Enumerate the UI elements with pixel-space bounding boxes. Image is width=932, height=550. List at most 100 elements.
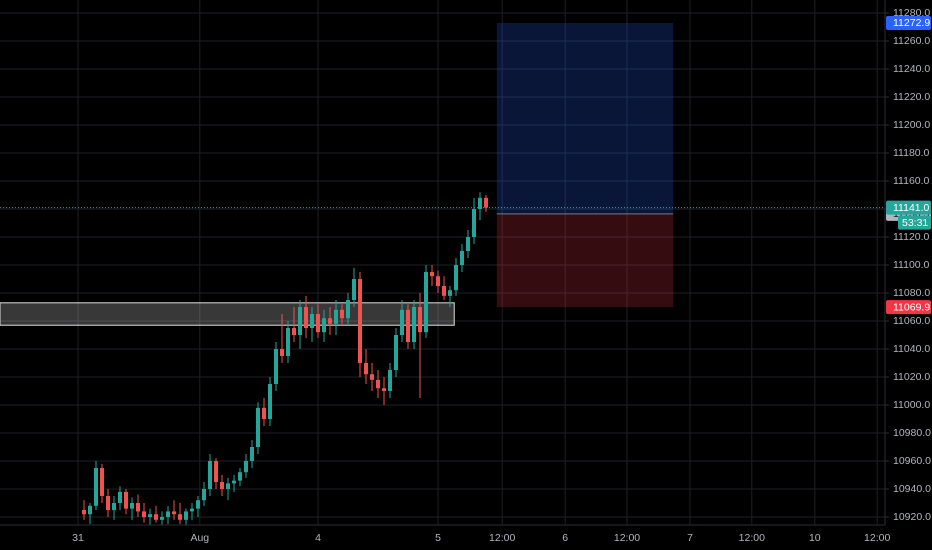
x-tick-label: 12:00 [614, 532, 640, 544]
candle-body [130, 503, 134, 509]
y-tick-label: 10960.0 [893, 455, 931, 467]
y-tick-label: 10940.0 [893, 483, 931, 495]
candle-body [418, 307, 422, 333]
candle-body [178, 514, 182, 520]
candle-body [94, 468, 98, 506]
y-tick-label: 11040.0 [893, 343, 930, 355]
candle-body [238, 472, 242, 481]
candle-body [142, 511, 146, 518]
candle-body [196, 500, 200, 509]
y-tick-label: 11240.0 [893, 63, 930, 75]
price-label: 11141.0 [893, 202, 930, 214]
x-tick-label: 7 [687, 532, 693, 544]
price-label: 11069.9 [893, 301, 930, 313]
candle-body [358, 279, 362, 364]
candle-body [172, 511, 176, 515]
candle-body [202, 489, 206, 501]
candle-body [226, 483, 230, 490]
candles [82, 192, 488, 526]
candle-body [436, 276, 440, 287]
candle-body [184, 511, 188, 520]
x-tick-label: 31 [72, 532, 84, 544]
x-tick-label: 5 [435, 532, 441, 544]
candle-body [262, 407, 266, 420]
candle-body [82, 510, 86, 515]
candle-body [220, 482, 224, 490]
countdown-box [898, 215, 931, 230]
candle-body [154, 514, 158, 520]
candle-body [190, 508, 194, 512]
candle-body [214, 461, 218, 483]
candle-body [256, 407, 260, 448]
price-label-box [886, 300, 931, 315]
y-tick-label: 10920.0 [893, 511, 931, 523]
candle-body [106, 496, 110, 511]
y-tick-label: 11160.0 [893, 175, 930, 187]
candle-body [100, 468, 104, 497]
candle-body [292, 328, 296, 336]
candle-body [382, 388, 386, 392]
y-tick-label: 11080.0 [893, 287, 930, 299]
candle-body [400, 309, 404, 336]
candle-body [316, 314, 320, 333]
candle-body [430, 272, 434, 277]
y-tick-label: 11020.0 [893, 371, 930, 383]
candle-body [472, 209, 476, 238]
candle-body [136, 503, 140, 512]
y-tick-label: 11220.0 [893, 91, 930, 103]
candle-body [148, 514, 152, 518]
y-tick-label: 11060.0 [893, 315, 930, 327]
candle-body [208, 461, 212, 490]
y-tick-label: 11180.0 [893, 147, 930, 159]
y-tick-label: 10980.0 [893, 427, 931, 439]
candle-body [118, 491, 122, 504]
zone [0, 302, 455, 326]
candle-body [160, 517, 164, 520]
candle-body [448, 290, 452, 296]
y-tick-label: 11120.0 [893, 231, 930, 243]
y-tick-label: 11280.0 [893, 7, 930, 19]
candle-body [364, 363, 368, 375]
candle-body [424, 272, 428, 333]
candle-body [112, 503, 116, 511]
candle-body [478, 197, 482, 210]
candle-body [232, 480, 236, 484]
candle-body [166, 511, 170, 518]
y-tick-label: 11100.0 [893, 259, 930, 271]
countdown: 53:31 [902, 217, 928, 229]
price-label-box [886, 15, 931, 30]
x-tick-label: 4 [315, 532, 321, 544]
price-label-box [886, 200, 931, 215]
candle-body [88, 505, 92, 515]
grid [0, 0, 885, 525]
y-tick-label: 11200.0 [893, 119, 930, 131]
candle-body [334, 309, 338, 324]
stop-zone [496, 213, 674, 308]
x-tick-label: 6 [562, 532, 568, 544]
candle-body [340, 309, 344, 319]
candle-body [412, 307, 416, 343]
candle-body [244, 461, 248, 473]
price-label: 11272.9 [893, 17, 930, 29]
y-tick-label: 11000.0 [893, 399, 930, 411]
candle-body [394, 335, 398, 371]
candle-body [280, 349, 284, 357]
candle-body [466, 237, 470, 252]
candle-body [310, 314, 314, 329]
x-tick-label: Aug [190, 532, 209, 544]
target-zone [496, 22, 674, 214]
candle-body [406, 309, 410, 343]
candle-body [274, 349, 278, 385]
x-tick-label: 12:00 [489, 532, 515, 544]
candle-body [286, 328, 290, 357]
candle-body [376, 379, 380, 389]
candle-body [346, 300, 350, 319]
candle-body [352, 279, 356, 301]
drawings [0, 22, 885, 326]
candle-body [460, 251, 464, 266]
x-tick-label: 12:00 [739, 532, 765, 544]
